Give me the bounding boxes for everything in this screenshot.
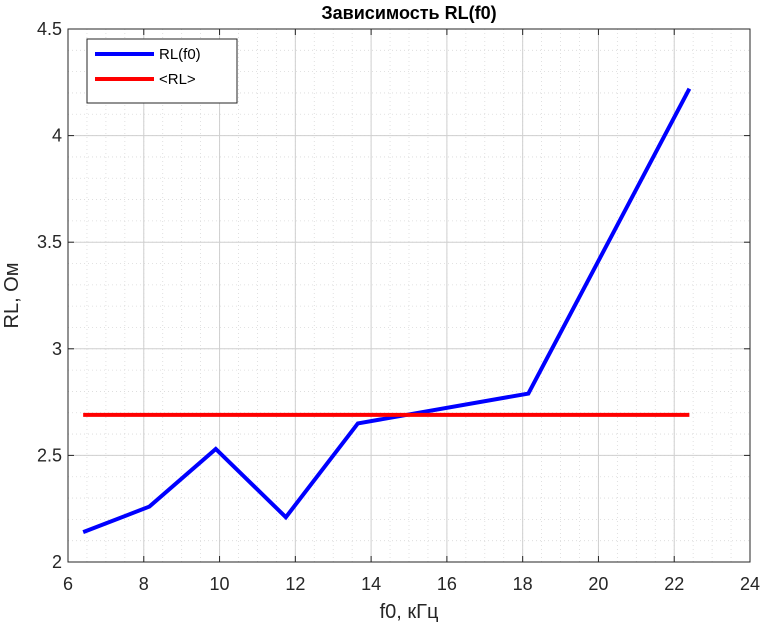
y-axis: 2 2.5 3 3.5 4 4.5 bbox=[37, 19, 750, 572]
x-tick-label: 6 bbox=[63, 574, 73, 594]
legend: RL(f0) <RL> bbox=[86, 38, 238, 104]
x-tick-label: 10 bbox=[210, 574, 230, 594]
x-axis: 6 8 10 12 14 16 18 20 22 24 bbox=[63, 29, 760, 594]
y-tick-label: 2 bbox=[52, 552, 62, 572]
chart-title: Зависимость RL(f0) bbox=[321, 3, 496, 23]
x-tick-label: 22 bbox=[664, 574, 684, 594]
legend-label-2: <RL> bbox=[159, 71, 196, 88]
x-tick-label: 16 bbox=[437, 574, 457, 594]
x-tick-label: 8 bbox=[139, 574, 149, 594]
x-tick-label: 20 bbox=[588, 574, 608, 594]
x-tick-label: 24 bbox=[740, 574, 760, 594]
y-tick-label: 4.5 bbox=[37, 19, 62, 39]
plot-area bbox=[68, 29, 750, 562]
y-axis-label: RL, Ом bbox=[1, 263, 23, 329]
x-tick-label: 18 bbox=[513, 574, 533, 594]
legend-label-1: RL(f0) bbox=[159, 46, 201, 63]
series-layer bbox=[82, 87, 692, 535]
plot-frame bbox=[67, 28, 751, 563]
x-axis-label: f0, кГц bbox=[380, 601, 439, 623]
y-tick-label: 2.5 bbox=[37, 445, 62, 465]
x-tick-label: 12 bbox=[285, 574, 305, 594]
series-line-1 bbox=[82, 87, 692, 535]
y-tick-label: 3 bbox=[52, 339, 62, 359]
x-tick-label: 14 bbox=[361, 574, 381, 594]
y-tick-label: 3.5 bbox=[37, 232, 62, 252]
legend-box bbox=[86, 38, 238, 104]
y-tick-label: 4 bbox=[52, 126, 62, 146]
